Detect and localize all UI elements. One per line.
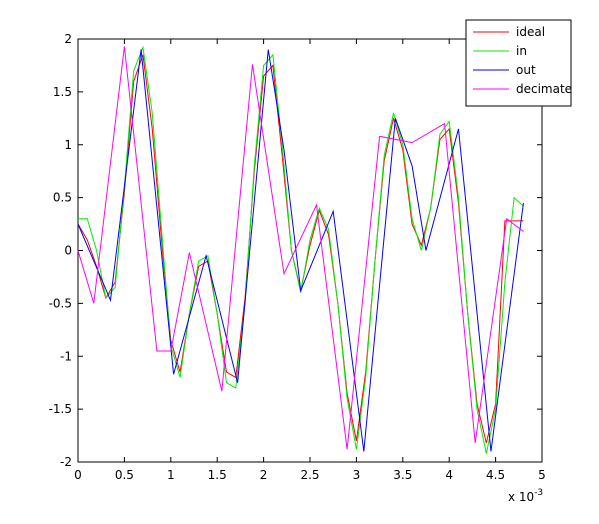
legend-label: ideal	[516, 25, 545, 39]
y-tick-label: -1.5	[49, 402, 72, 416]
x-tick-label: 2.5	[300, 468, 319, 482]
x-multiplier-exp: -3	[534, 488, 543, 498]
x-tick-label: 1.5	[208, 468, 227, 482]
y-tick-label: 1	[64, 138, 72, 152]
legend-label: decimate	[516, 82, 572, 96]
y-tick-label: -1	[60, 349, 72, 363]
x-tick-label: 4	[445, 468, 453, 482]
x-tick-label: 5	[538, 468, 546, 482]
x-tick-label: 3	[353, 468, 361, 482]
x-tick-label: 0	[74, 468, 82, 482]
x-tick-label: 4.5	[486, 468, 505, 482]
y-tick-label: -2	[60, 455, 72, 469]
x-multiplier: x 10-3	[508, 488, 543, 504]
legend-label: out	[516, 63, 536, 77]
legend-box	[465, 19, 572, 107]
series-line	[77, 49, 524, 452]
y-tick-label: -0.5	[49, 296, 72, 310]
x-tick-label: 3.5	[393, 468, 412, 482]
y-tick-label: 1.5	[53, 85, 72, 99]
legend: ideal in out decimate	[465, 19, 572, 107]
y-tick-label: 0	[64, 244, 72, 258]
x-tick-label: 1	[167, 468, 175, 482]
y-tick-label: 2	[64, 32, 72, 46]
x-tick-label: 0.5	[115, 468, 134, 482]
legend-label: in	[516, 44, 527, 58]
x-tick-label: 2	[260, 468, 268, 482]
y-tick-label: 0.5	[53, 191, 72, 205]
series-line	[77, 46, 524, 450]
x-multiplier-base: x 10	[508, 490, 534, 504]
series-line	[78, 45, 524, 454]
axes-box	[77, 38, 543, 463]
